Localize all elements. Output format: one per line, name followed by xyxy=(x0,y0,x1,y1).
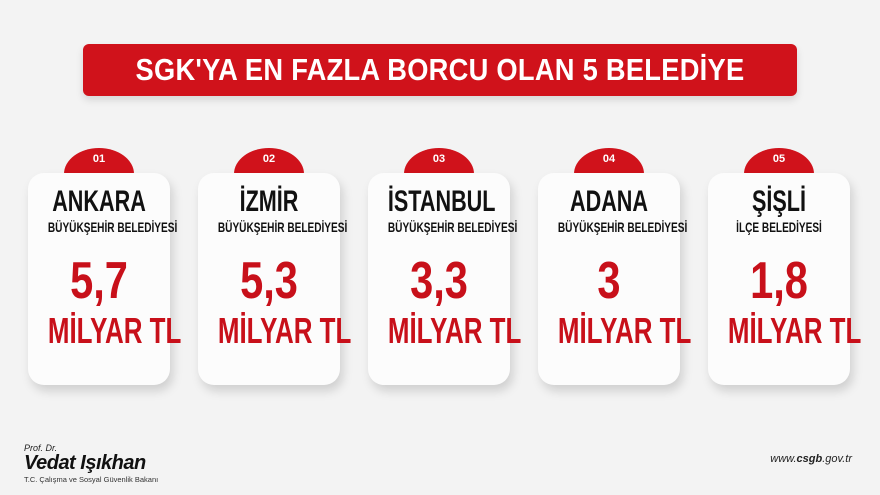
signature-block: Prof. Dr. Vedat Işıkhan T.C. Çalışma ve … xyxy=(24,443,158,484)
debt-unit: MİLYAR TL xyxy=(217,310,352,351)
debt-unit: MİLYAR TL xyxy=(557,310,692,351)
title-banner: SGK'YA EN FAZLA BORCU OLAN 5 BELEDİYE xyxy=(83,44,797,96)
city-name: ANKARA xyxy=(52,185,146,218)
municipality-card: 03 İSTANBUL BÜYÜKŞEHİR BELEDİYESİ 3,3 MİLYAR… xyxy=(368,148,522,388)
municipality-type: BÜYÜKŞEHİR BELEDİYESİ xyxy=(217,219,348,235)
municipality-card: 05 ŞİŞLİ İLÇE BELEDİYESİ 1,8 MİLYAR TL xyxy=(708,148,862,388)
rank-number: 05 xyxy=(772,153,786,165)
debt-amount: 5,7 xyxy=(70,252,128,310)
signature-role: T.C. Çalışma ve Sosyal Güvenlik Bakanı xyxy=(24,475,159,484)
card-body: İZMİR BÜYÜKŞEHİR BELEDİYESİ 5,3 MİLYAR TL xyxy=(198,173,352,385)
debt-amount: 1,8 xyxy=(750,252,808,310)
city-name: ŞİŞLİ xyxy=(751,185,806,218)
debt-amount: 3 xyxy=(597,252,621,310)
city-name: İSTANBUL xyxy=(387,185,496,218)
debt-amount: 5,3 xyxy=(240,252,298,310)
signature-name: Vedat Işıkhan xyxy=(24,452,146,474)
debt-unit: MİLYAR TL xyxy=(47,310,182,351)
url-prefix: www. xyxy=(770,453,797,465)
url-suffix: .gov.tr xyxy=(822,453,852,465)
website-link[interactable]: www.csgb.gov.tr xyxy=(770,453,852,465)
signature-prefix: Prof. Dr. xyxy=(24,443,58,453)
card-body: ADANA BÜYÜKŞEHİR BELEDİYESİ 3 MİLYAR TL xyxy=(538,173,692,385)
city-name: ADANA xyxy=(569,185,648,218)
municipality-type: BÜYÜKŞEHİR BELEDİYESİ xyxy=(47,219,178,235)
card-body: ANKARA BÜYÜKŞEHİR BELEDİYESİ 5,7 MİLYAR TL xyxy=(28,173,182,385)
municipality-card: 01 ANKARA BÜYÜKŞEHİR BELEDİYESİ 5,7 MİLYAR T… xyxy=(28,148,182,388)
city-name: İZMİR xyxy=(239,185,299,218)
municipality-type: BÜYÜKŞEHİR BELEDİYESİ xyxy=(557,219,688,235)
debt-unit: MİLYAR TL xyxy=(387,310,522,351)
municipality-card: 02 İZMİR BÜYÜKŞEHİR BELEDİYESİ 5,3 MİLYAR TL xyxy=(198,148,352,388)
municipality-type: İLÇE BELEDİYESİ xyxy=(736,219,822,235)
rank-number: 03 xyxy=(432,153,446,165)
url-domain: csgb xyxy=(796,453,823,465)
rank-number: 02 xyxy=(262,153,276,165)
card-body: İSTANBUL BÜYÜKŞEHİR BELEDİYESİ 3,3 MİLYAR T… xyxy=(368,173,522,385)
debt-amount: 3,3 xyxy=(410,252,468,310)
rank-number: 04 xyxy=(602,153,616,165)
municipality-type: BÜYÜKŞEHİR BELEDİYESİ xyxy=(387,219,518,235)
debt-unit: MİLYAR TL xyxy=(727,310,862,351)
page-title: SGK'YA EN FAZLA BORCU OLAN 5 BELEDİYE xyxy=(135,52,745,87)
card-body: ŞİŞLİ İLÇE BELEDİYESİ 1,8 MİLYAR TL xyxy=(708,173,862,385)
municipality-card: 04 ADANA BÜYÜKŞEHİR BELEDİYESİ 3 MİLYAR TL xyxy=(538,148,692,388)
rank-number: 01 xyxy=(92,153,106,165)
